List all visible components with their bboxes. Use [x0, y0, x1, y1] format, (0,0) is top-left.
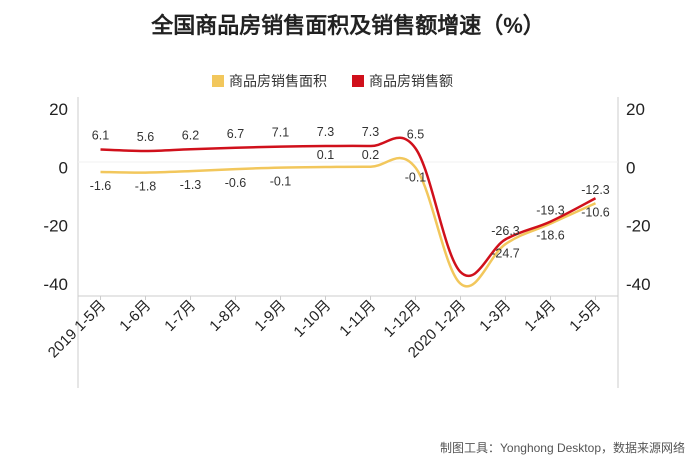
data-label-area: -26.3	[491, 224, 520, 238]
y-tick-right: -20	[626, 217, 651, 236]
legend: 商品房销售面积 商品房销售额	[212, 73, 453, 89]
legend-label-area: 商品房销售面积	[229, 73, 327, 89]
data-label-sales: 7.1	[272, 126, 289, 140]
y-tick-right: 20	[626, 100, 645, 119]
x-tick-label: 2019 1-5月	[45, 297, 110, 362]
y-ticks-right: 20 0 -20 -40	[626, 100, 651, 294]
data-label-area: -1.3	[180, 178, 202, 192]
x-tick-label: 1-5月	[566, 297, 604, 335]
x-tick-label: 1-9月	[251, 297, 289, 335]
x-tick-label: 1-4月	[521, 297, 559, 335]
data-label-area: -1.6	[90, 179, 112, 193]
data-label-sales: 6.7	[227, 127, 244, 141]
series-line-sales	[100, 136, 597, 278]
x-tick-label: 1-12月	[380, 297, 424, 341]
series-line-area	[100, 156, 597, 288]
data-label-sales: -18.6	[536, 229, 565, 243]
legend-label-sales: 商品房销售额	[369, 73, 453, 89]
series-group	[100, 136, 597, 288]
data-label-area: -0.1	[270, 175, 292, 189]
data-label-sales: 5.6	[137, 130, 154, 144]
y-tick-left: 0	[59, 158, 68, 177]
data-label-area: -1.8	[135, 180, 157, 194]
data-label-area: -19.3	[536, 204, 565, 218]
y-ticks-left: 20 0 -20 -40	[43, 100, 68, 294]
y-tick-left: -40	[43, 275, 68, 294]
x-tick-label: 1-10月	[290, 297, 334, 341]
x-tick-label: 1-8月	[206, 297, 244, 335]
y-tick-left: -20	[43, 217, 68, 236]
x-tick-label: 1-3月	[476, 297, 514, 335]
x-tick-label: 1-11月	[336, 297, 379, 340]
y-tick-right: 0	[626, 158, 635, 177]
y-tick-right: -40	[626, 275, 651, 294]
data-label-sales: 7.3	[362, 125, 379, 139]
data-label-area: 0.1	[317, 148, 334, 162]
data-label-area: 0.2	[362, 148, 379, 162]
data-label-sales: 6.2	[182, 128, 199, 142]
y-tick-left: 20	[49, 100, 68, 119]
data-label-area: -12.3	[581, 183, 610, 197]
source-note: 制图工具：Yonghong Desktop，数据来源网络	[440, 440, 685, 455]
chart-title: 全国商品房销售面积及销售额增速（%）	[150, 13, 545, 38]
data-label-sales: -24.7	[491, 246, 520, 260]
legend-swatch-area	[212, 75, 224, 87]
data-label-sales: 6.1	[92, 129, 109, 143]
legend-swatch-sales	[352, 75, 364, 87]
data-label-sales: 7.3	[317, 125, 334, 139]
data-label-area: -0.1	[405, 171, 427, 185]
x-tick-label: 1-7月	[161, 297, 199, 335]
data-label-sales: -10.6	[581, 205, 610, 219]
x-tick-label: 1-6月	[116, 297, 154, 335]
x-ticks: 2019 1-5月 1-6月 1-7月 1-8月 1-9月 1-10月 1-11月 1-12月…	[45, 296, 604, 362]
data-label-area: -0.6	[225, 176, 247, 190]
data-labels: -1.6 6.1 -1.8 5.6 -1.3 6.2 -0.6 6.7 -0.1 7.1 0.1 7.…	[90, 125, 610, 260]
data-label-sales: 6.5	[407, 127, 424, 141]
